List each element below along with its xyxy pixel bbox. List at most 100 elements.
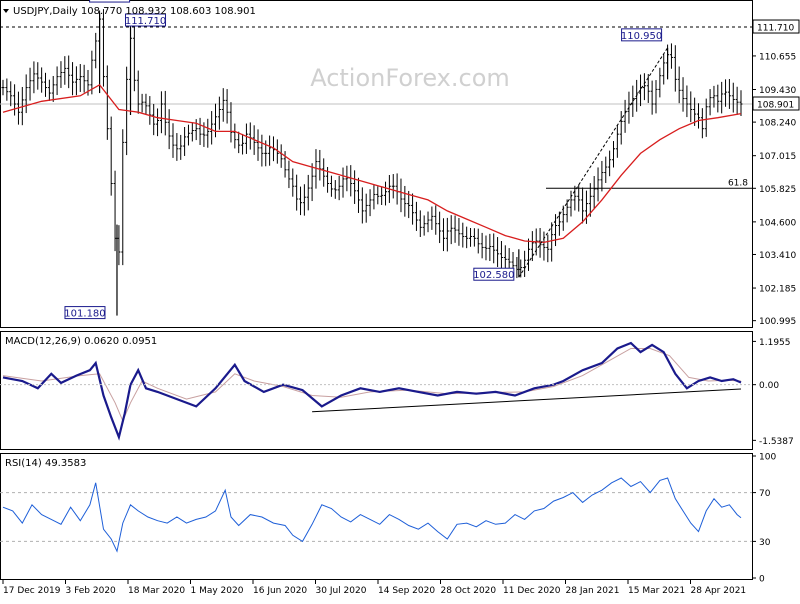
- price-axis-label: 110.655: [759, 52, 796, 62]
- ohlc-bar: [372, 185, 376, 210]
- ohlc-bar: [163, 90, 167, 136]
- ohlc-bar: [241, 133, 245, 155]
- ohlc-bar: [731, 82, 735, 113]
- ohlc-bar: [132, 27, 136, 92]
- ohlc-bar: [654, 80, 658, 114]
- ohlc-bar: [59, 61, 63, 88]
- ohlc-bars: [1, 9, 743, 279]
- ohlc-bar: [689, 91, 693, 123]
- ohlc-bar: [449, 215, 453, 245]
- ohlc-bar: [337, 175, 341, 201]
- ohlc-bar: [453, 215, 457, 243]
- annotation-label: 110.950: [621, 31, 662, 42]
- ohlc-bar: [221, 88, 225, 122]
- ohlc-bar: [295, 174, 299, 211]
- ohlc-bar: [592, 176, 596, 210]
- date-axis-label: 16 Jun 2020: [253, 586, 307, 596]
- date-axis-label: 28 Jan 2021: [566, 586, 620, 596]
- ohlc-bar: [581, 187, 585, 224]
- ohlc-bar: [569, 190, 573, 217]
- price-axis-label: 109.430: [759, 86, 796, 96]
- date-axis-label: 17 Dec 2019: [3, 586, 61, 596]
- ohlc-bar: [194, 119, 198, 141]
- ohlc-bar: [399, 178, 403, 213]
- ohlc-bar: [356, 177, 360, 213]
- price-axis-label: 102.185: [759, 285, 796, 295]
- ohlc-bar: [214, 103, 218, 138]
- ohlc-bar: [696, 103, 700, 129]
- rsi-panel-frame: [0, 453, 753, 580]
- ohlc-bar: [434, 205, 438, 235]
- ohlc-bar: [159, 91, 163, 134]
- annotation-label: 102.580: [473, 270, 514, 281]
- fibonacci-level-label: 61.8: [728, 178, 748, 188]
- ohlc-bar: [121, 129, 125, 266]
- ohlc-bar: [144, 93, 148, 115]
- chevron-down-icon[interactable]: [3, 9, 9, 13]
- ohlc-bar: [349, 165, 353, 197]
- symbol-dropdown[interactable]: [3, 9, 9, 13]
- ohlc-bar: [237, 131, 241, 154]
- price-layer: 61.8 112.220 111.710 101.180 102.580 110.950: [0, 0, 752, 320]
- ohlc-bar: [248, 122, 252, 150]
- ohlc-bar: [693, 97, 697, 126]
- ohlc-bar: [727, 79, 731, 109]
- ohlc-bar: [206, 118, 210, 148]
- ohlc-bar: [74, 66, 78, 96]
- ohlc-bar: [333, 180, 337, 199]
- ohlc-bar: [364, 193, 368, 223]
- ohlc-bar: [573, 185, 577, 211]
- rsi-axis-label: 100: [759, 453, 776, 463]
- ohlc-bar: [492, 233, 496, 264]
- ohlc-bar: [669, 43, 673, 69]
- ohlc-bar: [704, 98, 708, 137]
- macd-layer: [0, 341, 752, 441]
- ohlc-bar: [71, 62, 75, 96]
- date-axis-label: 14 Sep 2020: [378, 586, 435, 596]
- ohlc-bar: [391, 174, 395, 199]
- ohlc-bar: [631, 85, 635, 117]
- ohlc-bar: [314, 149, 318, 189]
- ohlc-bar: [13, 84, 17, 116]
- ohlc-bar: [554, 214, 558, 247]
- ohlc-bar: [403, 185, 407, 217]
- ohlc-bar: [217, 96, 221, 130]
- ohlc-bar: [685, 85, 689, 118]
- rsi-axis-label: 30: [759, 538, 771, 548]
- ohlc-bar: [63, 56, 67, 85]
- ohlc-bar: [32, 61, 36, 94]
- ohlc-bar: [523, 250, 527, 277]
- date-axis-label: 18 Mar 2020: [128, 586, 185, 596]
- annotation-label: 101.180: [64, 309, 105, 320]
- macd-axis-label: 1.1955: [759, 338, 791, 348]
- level-label: 111.710: [757, 24, 794, 34]
- ohlc-bar: [646, 74, 650, 103]
- ohlc-bar: [457, 218, 461, 246]
- ohlc-bar: [496, 237, 500, 267]
- date-axis-label: 15 Mar 2021: [628, 586, 685, 596]
- ohlc-bar: [488, 233, 492, 262]
- rsi-axis-label: 70: [759, 489, 771, 499]
- ohlc-bar: [171, 123, 175, 158]
- ohlc-bar: [345, 165, 349, 192]
- ohlc-bar: [186, 124, 190, 146]
- macd-line: [2, 341, 742, 441]
- date-axis-label: 11 Dec 2020: [503, 586, 561, 596]
- macd-axis-label: -1.5387: [759, 437, 794, 447]
- ohlc-bar: [619, 111, 623, 145]
- ohlc-bar: [233, 123, 237, 149]
- ohlc-bar: [82, 64, 86, 93]
- rsi-axis-label: 0: [759, 575, 765, 585]
- ohlc-bar: [673, 45, 677, 92]
- annotation-box: [621, 28, 663, 42]
- date-axis-label: 1 May 2020: [191, 586, 244, 596]
- ohlc-bar: [414, 201, 418, 231]
- ohlc-bar: [720, 81, 724, 114]
- ohlc-bar: [260, 134, 264, 167]
- ohlc-bar: [561, 205, 565, 231]
- ohlc-bar: [299, 186, 303, 216]
- axis-layer: 110.655 109.430 108.240 107.015 105.825 104.6…: [2, 19, 800, 596]
- ohlc-bar: [198, 117, 202, 145]
- price-axis-label: 107.015: [759, 152, 796, 162]
